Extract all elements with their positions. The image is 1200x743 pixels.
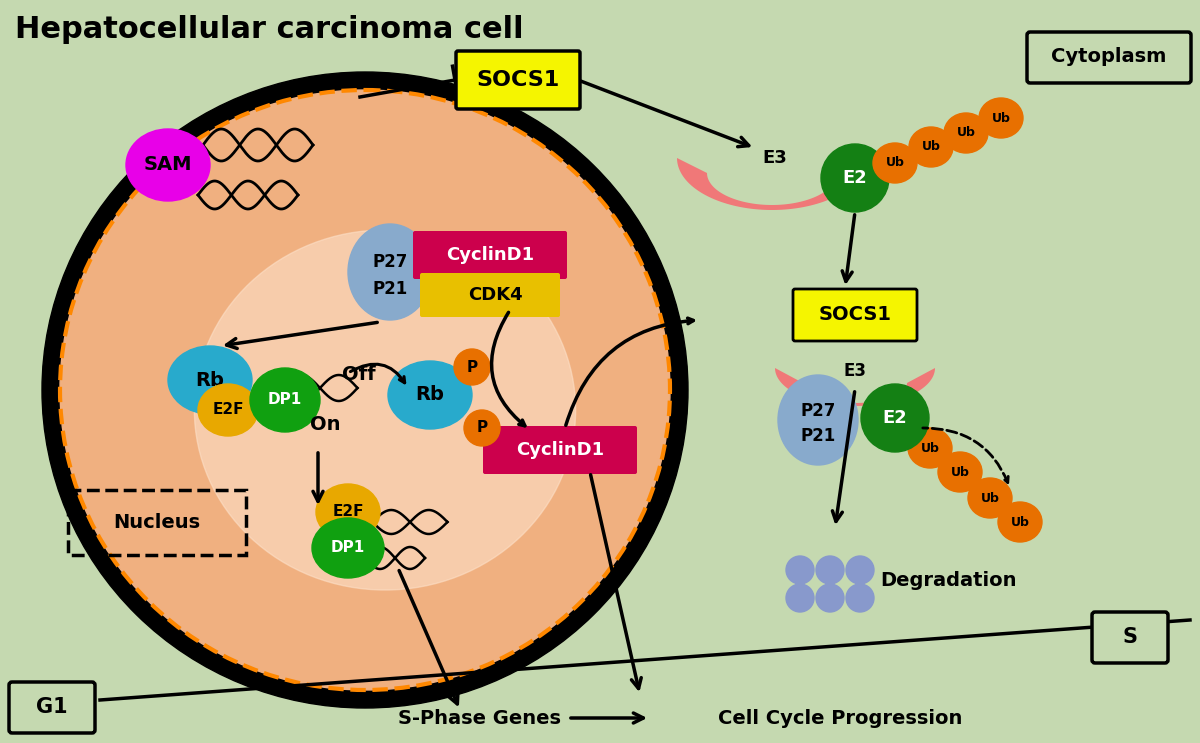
FancyBboxPatch shape (456, 51, 580, 109)
Ellipse shape (348, 224, 432, 320)
Text: DP1: DP1 (331, 540, 365, 556)
Text: Hepatocellular carcinoma cell: Hepatocellular carcinoma cell (14, 16, 523, 45)
Ellipse shape (821, 144, 889, 212)
PathPatch shape (775, 368, 935, 406)
Text: Ub: Ub (1010, 516, 1030, 528)
Text: E2F: E2F (212, 403, 244, 418)
PathPatch shape (677, 158, 866, 210)
Text: Rb: Rb (196, 371, 224, 389)
Circle shape (464, 410, 500, 446)
Ellipse shape (126, 129, 210, 201)
FancyBboxPatch shape (413, 231, 568, 279)
Ellipse shape (388, 361, 472, 429)
Text: DP1: DP1 (268, 392, 302, 407)
Ellipse shape (862, 384, 929, 452)
Ellipse shape (312, 518, 384, 578)
Circle shape (846, 556, 874, 584)
FancyBboxPatch shape (1092, 612, 1168, 663)
Text: E3: E3 (844, 362, 866, 380)
Ellipse shape (42, 72, 688, 708)
Ellipse shape (778, 375, 858, 465)
Text: Ub: Ub (950, 466, 970, 478)
Ellipse shape (316, 484, 380, 540)
Text: P27: P27 (800, 402, 835, 420)
Ellipse shape (250, 368, 320, 432)
Text: CDK4: CDK4 (468, 286, 522, 304)
Text: Rb: Rb (415, 386, 444, 404)
Text: P21: P21 (800, 426, 835, 445)
FancyBboxPatch shape (482, 426, 637, 474)
Ellipse shape (908, 428, 952, 468)
Text: P27: P27 (372, 253, 408, 271)
Text: P: P (476, 421, 487, 435)
Text: Off: Off (342, 365, 376, 384)
Circle shape (786, 584, 814, 612)
Ellipse shape (979, 98, 1022, 138)
Circle shape (816, 556, 844, 584)
Text: S: S (1122, 627, 1138, 647)
Text: Ub: Ub (956, 126, 976, 140)
Ellipse shape (944, 113, 988, 153)
Text: Nucleus: Nucleus (114, 513, 200, 531)
Text: E2: E2 (883, 409, 907, 427)
Text: S-Phase Genes: S-Phase Genes (398, 709, 562, 727)
Text: Ub: Ub (991, 111, 1010, 125)
Text: P: P (467, 360, 478, 374)
Text: Degradation: Degradation (880, 571, 1016, 589)
Text: CyclinD1: CyclinD1 (446, 246, 534, 264)
Text: Ub: Ub (980, 492, 1000, 504)
Text: Cytoplasm: Cytoplasm (1051, 48, 1166, 67)
Text: SAM: SAM (144, 155, 192, 175)
Bar (68, 490, 246, 555)
Text: On: On (310, 415, 341, 434)
Circle shape (454, 349, 490, 385)
Text: P21: P21 (372, 280, 408, 298)
Text: E2F: E2F (332, 504, 364, 519)
Text: Ub: Ub (886, 157, 905, 169)
FancyBboxPatch shape (10, 682, 95, 733)
Ellipse shape (194, 230, 576, 590)
Text: SOCS1: SOCS1 (818, 305, 892, 325)
Ellipse shape (168, 346, 252, 414)
Text: Cell Cycle Progression: Cell Cycle Progression (718, 709, 962, 727)
FancyBboxPatch shape (793, 289, 917, 341)
Text: E3: E3 (762, 149, 787, 167)
Ellipse shape (198, 384, 258, 436)
Ellipse shape (938, 452, 982, 492)
Circle shape (786, 556, 814, 584)
Text: G1: G1 (36, 697, 68, 717)
Ellipse shape (910, 127, 953, 167)
Text: CyclinD1: CyclinD1 (516, 441, 604, 459)
Text: E2: E2 (842, 169, 868, 187)
Text: SOCS1: SOCS1 (476, 70, 559, 90)
Ellipse shape (968, 478, 1012, 518)
Text: Ub: Ub (920, 441, 940, 455)
Ellipse shape (874, 143, 917, 183)
FancyBboxPatch shape (1027, 32, 1190, 83)
Ellipse shape (998, 502, 1042, 542)
Ellipse shape (60, 90, 670, 690)
Circle shape (846, 584, 874, 612)
FancyBboxPatch shape (420, 273, 560, 317)
Circle shape (816, 584, 844, 612)
Text: Ub: Ub (922, 140, 941, 154)
